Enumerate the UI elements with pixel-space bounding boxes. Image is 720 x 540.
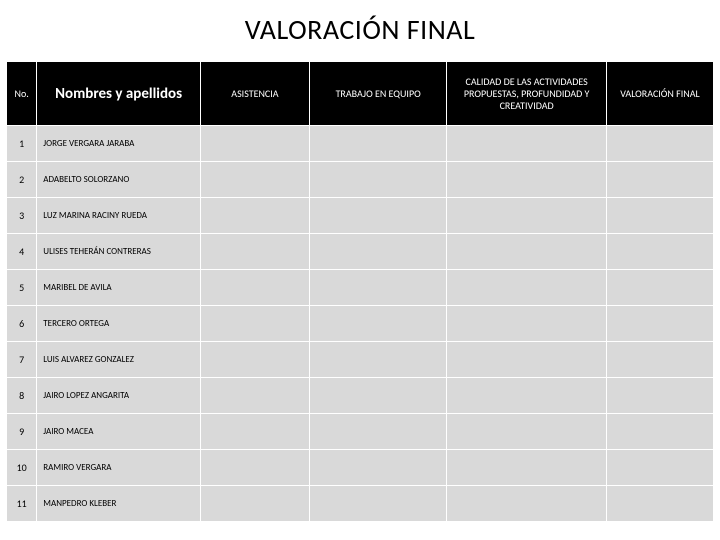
cell-empty — [447, 162, 607, 198]
cell-empty — [447, 378, 607, 414]
cell-empty — [200, 234, 309, 270]
cell-name: ULISES TEHERÁN CONTRERAS — [37, 234, 201, 270]
cell-empty — [309, 234, 446, 270]
cell-empty — [200, 414, 309, 450]
cell-name: MARIBEL DE AVILA — [37, 270, 201, 306]
cell-name: LUIS ALVAREZ GONZALEZ — [37, 342, 201, 378]
cell-empty — [447, 198, 607, 234]
cell-empty — [447, 306, 607, 342]
cell-empty — [309, 270, 446, 306]
cell-name: LUZ MARINA RACINY RUEDA — [37, 198, 201, 234]
cell-no: 5 — [7, 270, 37, 306]
header-no: No. — [7, 62, 37, 126]
cell-empty — [309, 198, 446, 234]
cell-empty — [200, 126, 309, 162]
header-asist: ASISTENCIA — [200, 62, 309, 126]
cell-empty — [606, 306, 713, 342]
cell-no: 6 — [7, 306, 37, 342]
table-row: 5MARIBEL DE AVILA — [7, 270, 714, 306]
cell-name: JAIRO LOPEZ ANGARITA — [37, 378, 201, 414]
cell-empty — [447, 450, 607, 486]
cell-name: ADABELTO SOLORZANO — [37, 162, 201, 198]
cell-empty — [200, 162, 309, 198]
table-row: 11MANPEDRO KLEBER — [7, 486, 714, 522]
page-title: VALORACIÓN FINAL — [6, 12, 714, 47]
cell-empty — [309, 378, 446, 414]
table-body: 1JORGE VERGARA JARABA2ADABELTO SOLORZANO… — [7, 126, 714, 522]
cell-empty — [309, 126, 446, 162]
cell-empty — [606, 378, 713, 414]
cell-no: 8 — [7, 378, 37, 414]
cell-empty — [606, 414, 713, 450]
cell-empty — [200, 270, 309, 306]
cell-empty — [447, 126, 607, 162]
cell-empty — [606, 486, 713, 522]
cell-name: RAMIRO VERGARA — [37, 450, 201, 486]
table-row: 10RAMIRO VERGARA — [7, 450, 714, 486]
cell-name: JORGE VERGARA JARABA — [37, 126, 201, 162]
table-header: No. Nombres y apellidos ASISTENCIA TRABA… — [7, 62, 714, 126]
cell-empty — [309, 486, 446, 522]
cell-no: 11 — [7, 486, 37, 522]
cell-no: 4 — [7, 234, 37, 270]
table-row: 3LUZ MARINA RACINY RUEDA — [7, 198, 714, 234]
cell-empty — [606, 198, 713, 234]
cell-empty — [309, 450, 446, 486]
cell-empty — [200, 378, 309, 414]
table-row: 7LUIS ALVAREZ GONZALEZ — [7, 342, 714, 378]
header-calidad: CALIDAD DE LAS ACTIVIDADES PROPUESTAS, P… — [447, 62, 607, 126]
cell-empty — [447, 414, 607, 450]
cell-empty — [606, 342, 713, 378]
cell-empty — [200, 342, 309, 378]
cell-empty — [606, 126, 713, 162]
cell-empty — [606, 162, 713, 198]
evaluation-table: No. Nombres y apellidos ASISTENCIA TRABA… — [6, 61, 714, 522]
table-row: 4ULISES TEHERÁN CONTRERAS — [7, 234, 714, 270]
cell-no: 10 — [7, 450, 37, 486]
cell-empty — [447, 486, 607, 522]
table-row: 8JAIRO LOPEZ ANGARITA — [7, 378, 714, 414]
cell-empty — [200, 450, 309, 486]
cell-no: 7 — [7, 342, 37, 378]
table-row: 2ADABELTO SOLORZANO — [7, 162, 714, 198]
cell-name: MANPEDRO KLEBER — [37, 486, 201, 522]
cell-empty — [200, 198, 309, 234]
header-name: Nombres y apellidos — [37, 62, 201, 126]
cell-empty — [447, 342, 607, 378]
cell-name: JAIRO MACEA — [37, 414, 201, 450]
cell-empty — [200, 306, 309, 342]
cell-empty — [200, 486, 309, 522]
cell-no: 2 — [7, 162, 37, 198]
cell-empty — [606, 234, 713, 270]
cell-empty — [309, 414, 446, 450]
cell-empty — [309, 162, 446, 198]
table-row: 9JAIRO MACEA — [7, 414, 714, 450]
table-row: 1JORGE VERGARA JARABA — [7, 126, 714, 162]
header-trabajo: TRABAJO EN EQUIPO — [309, 62, 446, 126]
cell-no: 3 — [7, 198, 37, 234]
cell-name: TERCERO ORTEGA — [37, 306, 201, 342]
cell-empty — [309, 342, 446, 378]
header-valor: VALORACIÓN FINAL — [606, 62, 713, 126]
cell-empty — [309, 306, 446, 342]
cell-empty — [606, 450, 713, 486]
cell-empty — [606, 270, 713, 306]
cell-empty — [447, 234, 607, 270]
page-container: VALORACIÓN FINAL No. Nombres y apellidos… — [0, 0, 720, 540]
table-row: 6TERCERO ORTEGA — [7, 306, 714, 342]
cell-no: 1 — [7, 126, 37, 162]
cell-empty — [447, 270, 607, 306]
cell-no: 9 — [7, 414, 37, 450]
